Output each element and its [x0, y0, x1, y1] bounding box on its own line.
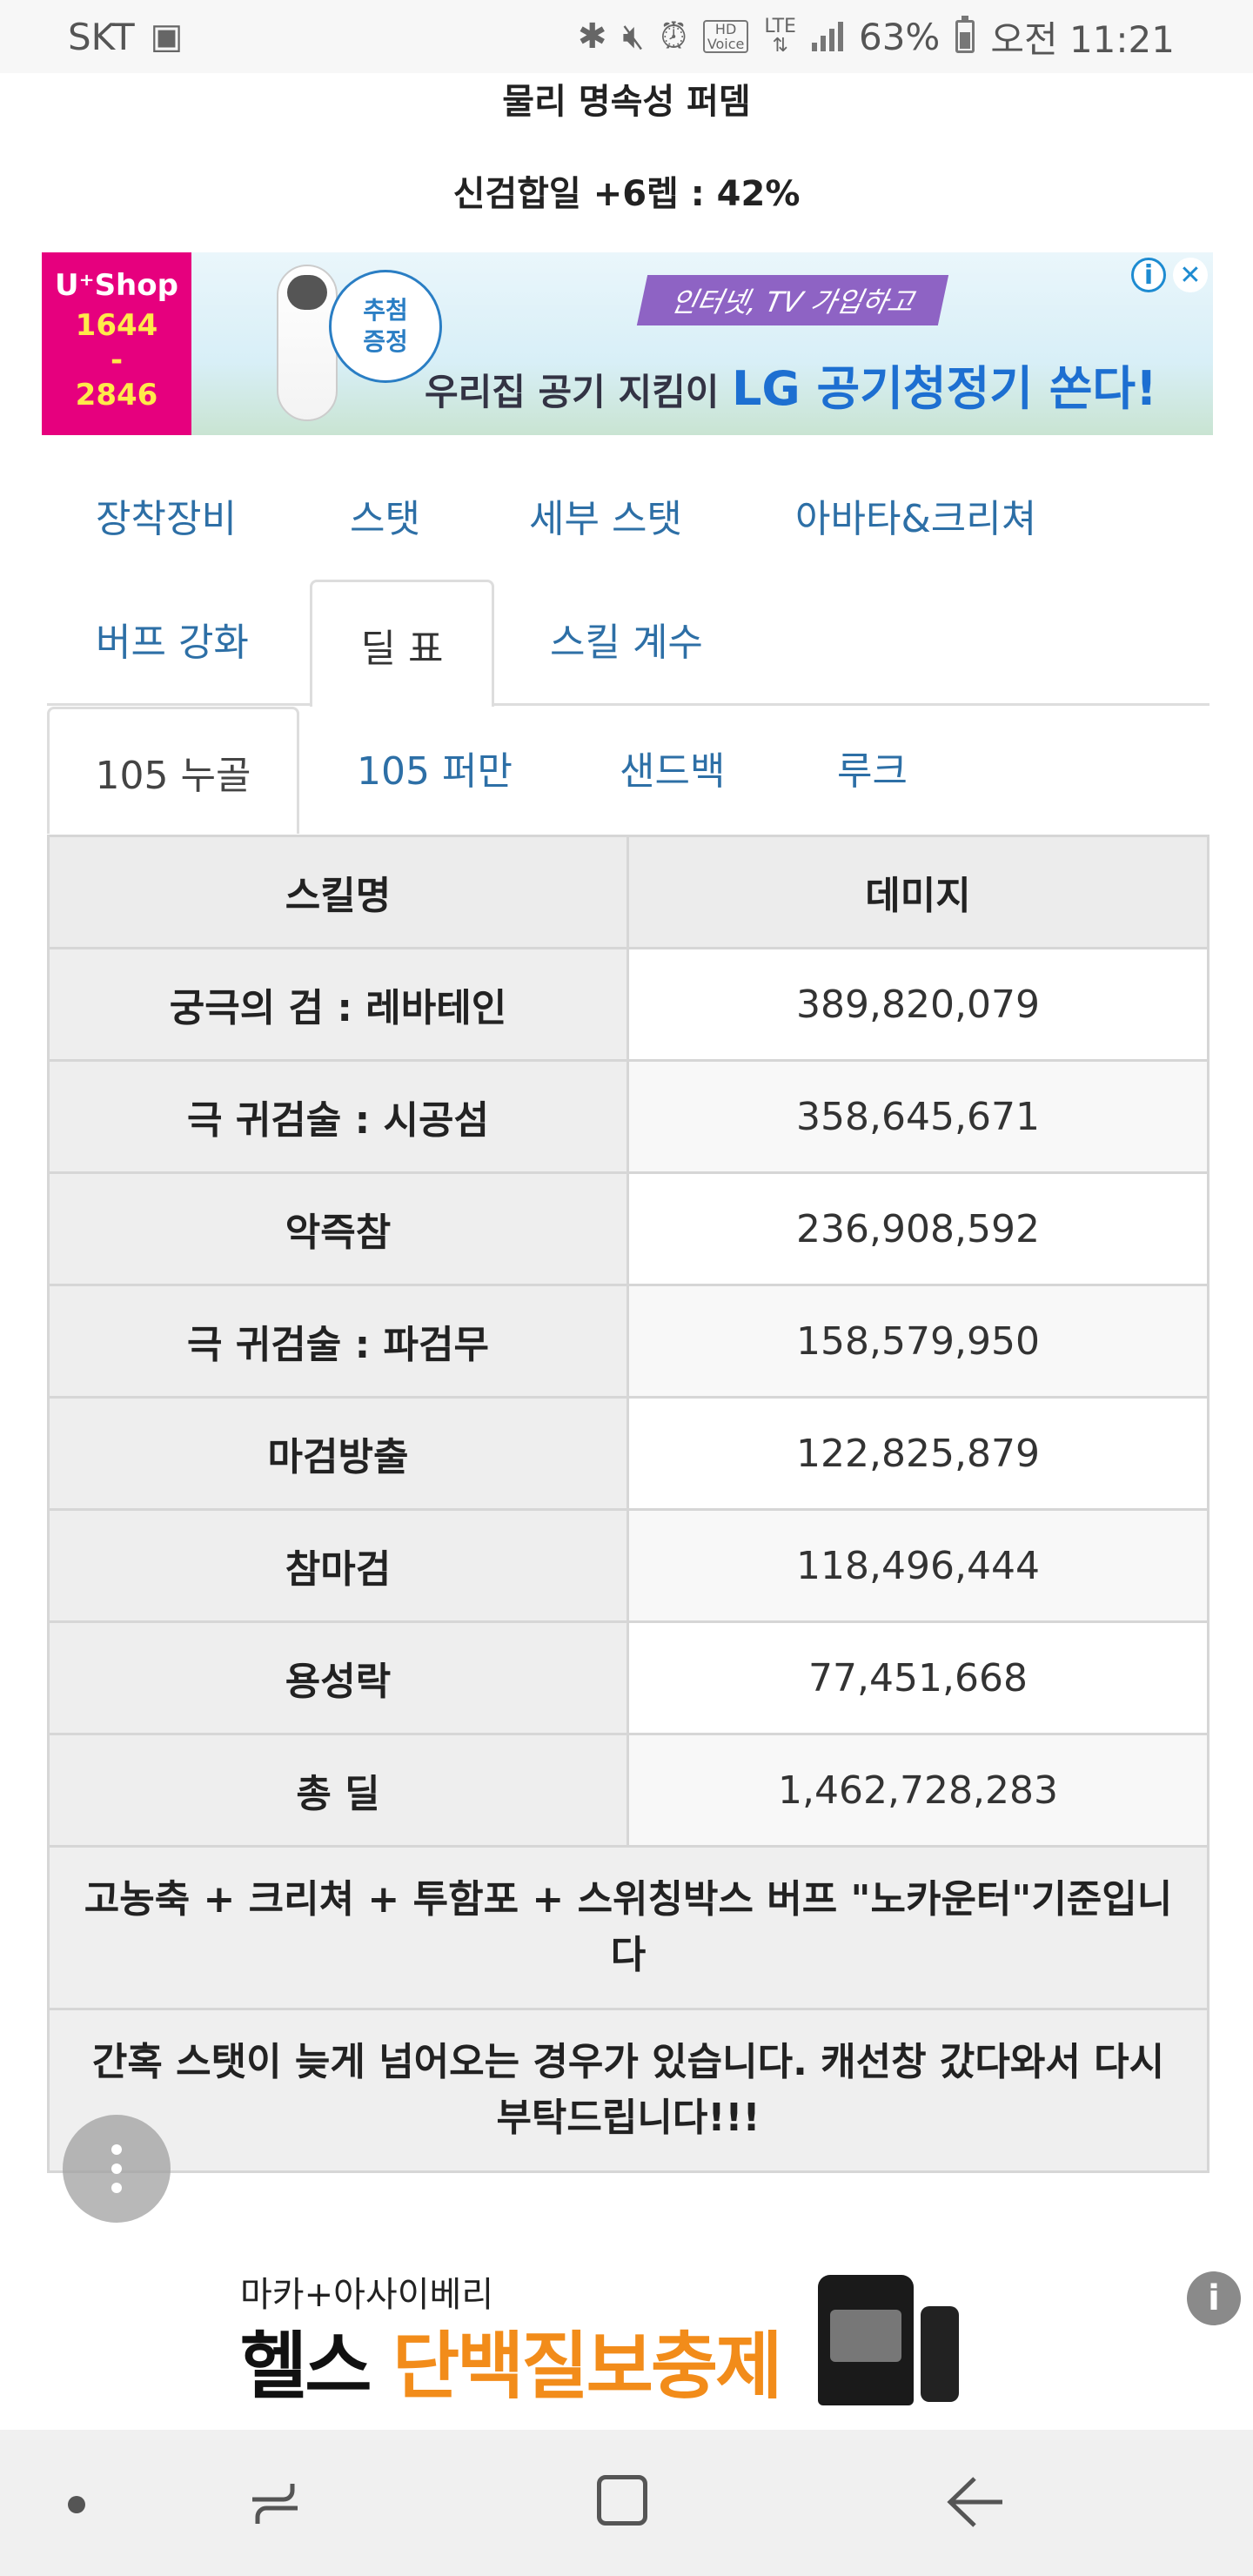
alarm-icon: ⏰︎ — [660, 17, 687, 57]
carrier-label: SKT — [68, 15, 135, 58]
damage-value: 236,908,592 — [626, 1171, 1209, 1286]
mute-icon: 🔇︎ — [622, 17, 645, 57]
bottom-ad-headline: 헬스 단백질보충제 — [240, 2308, 783, 2413]
damage-value: 1,462,728,283 — [626, 1733, 1209, 1848]
bottom-ad-headline-pre: 헬스 — [240, 2324, 392, 2409]
table-note-row: 간혹 스탯이 늦게 넘어오는 경우가 있습니다. 캐선창 갔다와서 다시 부탁드… — [47, 2008, 1209, 2173]
active-tab-gap — [312, 701, 492, 706]
ad-banner[interactable]: U⁺Shop 1644 - 2846 추첨 증정 인터넷, TV 가입하고 우리… — [42, 252, 1213, 435]
table-row: 마검방출 122,825,879 — [47, 1396, 1209, 1511]
air-purifier-image — [277, 265, 338, 421]
damage-value: 118,496,444 — [626, 1508, 1209, 1623]
more-options-button[interactable] — [63, 2115, 171, 2223]
skill-name: 궁극의 검 : 레바테인 — [47, 947, 629, 1062]
home-icon[interactable] — [597, 2475, 647, 2526]
tab-avatar-creature[interactable]: 아바타&크리쳐 — [795, 497, 1037, 541]
tab-buff-enhance[interactable]: 버프 강화 — [96, 621, 249, 665]
back-icon[interactable] — [945, 2473, 1006, 2531]
subtab-105-perman[interactable]: 105 퍼만 — [357, 749, 513, 794]
bottom-ad-banner[interactable]: 마카+아사이베리 헬스 단백질보충제 i — [0, 2254, 1253, 2428]
shaker-bottle-image — [921, 2306, 959, 2402]
table-note-buff-basis: 고농축 + 크리쳐 + 투함포 + 스위칭박스 버프 "노카운터"기준입니다 — [47, 1845, 1209, 2010]
damage-value: 77,451,668 — [626, 1620, 1209, 1735]
battery-percent: 63% — [858, 15, 941, 58]
subtab-105-nugol[interactable]: 105 누골 — [47, 707, 299, 834]
damage-value: 122,825,879 — [626, 1396, 1209, 1511]
bottom-ad-headline-highlight: 단백질보충제 — [392, 2324, 783, 2409]
battery-icon — [955, 16, 975, 53]
skill-name: 악즉참 — [47, 1171, 629, 1286]
table-row: 용성락 77,451,668 — [47, 1620, 1209, 1735]
table-row-total: 총 딜 1,462,728,283 — [47, 1733, 1209, 1848]
damage-value: 158,579,950 — [626, 1284, 1209, 1399]
more-vert-icon — [111, 2144, 122, 2155]
page-heading-1: 물리 명속성 퍼뎀 — [502, 82, 751, 122]
damage-table: 스킬명 데미지 궁극의 검 : 레바테인 389,820,079 극 귀검술 :… — [47, 835, 1209, 2173]
skill-name: 극 귀검술 : 시공섬 — [47, 1059, 629, 1174]
signal-icon — [811, 22, 843, 51]
ad-brand-phone: 1644 - 2846 — [75, 308, 158, 413]
protein-tub-image — [818, 2275, 914, 2405]
table-row: 악즉참 236,908,592 — [47, 1171, 1209, 1286]
table-note-stat-delay: 간혹 스탯이 늦게 넘어오는 경우가 있습니다. 캐선창 갔다와서 다시 부탁드… — [47, 2008, 1209, 2173]
table-row: 극 귀검술 : 시공섬 358,645,671 — [47, 1059, 1209, 1174]
image-icon: ▣ — [150, 17, 184, 57]
tab-stats[interactable]: 스탯 — [350, 497, 420, 541]
lte-icon: LTE ⇅ — [764, 16, 796, 57]
damage-value: 389,820,079 — [626, 947, 1209, 1062]
nav-dot-icon[interactable] — [68, 2496, 85, 2513]
ad-brand-name: U⁺Shop — [55, 268, 178, 303]
table-note-row: 고농축 + 크리쳐 + 투함포 + 스위칭박스 버프 "노카운터"기준입니다 — [47, 1845, 1209, 2010]
table-row: 궁극의 검 : 레바테인 389,820,079 — [47, 947, 1209, 1062]
skill-name: 극 귀검술 : 파검무 — [47, 1284, 629, 1399]
ad-brand-block: U⁺Shop 1644 - 2846 — [42, 252, 191, 435]
damage-value: 358,645,671 — [626, 1059, 1209, 1174]
ad-info-icon[interactable]: i — [1131, 258, 1166, 292]
hd-voice-icon: HD Voice — [702, 20, 749, 53]
status-bar: SKT ▣ ✱ 🔇︎ ⏰︎ HD Voice LTE ⇅ 63% 오전 11:21 — [0, 0, 1253, 73]
clock: 오전 11:21 — [990, 17, 1175, 61]
ad-headline: 우리집 공기 지킴이 LG 공기청정기 쏜다! — [425, 350, 1157, 419]
ad-headline-pre: 우리집 공기 지킴이 — [425, 371, 732, 413]
tab-deal-table[interactable]: 딜 표 — [310, 580, 494, 707]
tab-skill-coefficient[interactable]: 스킬 계수 — [550, 621, 703, 665]
ad-headline-highlight: LG 공기청정기 쏜다! — [732, 361, 1157, 416]
table-row: 극 귀검술 : 파검무 158,579,950 — [47, 1284, 1209, 1399]
column-header-skill: 스킬명 — [47, 835, 629, 949]
subtab-sandbag[interactable]: 샌드백 — [620, 749, 726, 794]
tab-equipment[interactable]: 장착장비 — [96, 497, 237, 541]
category-tabs-divider — [47, 703, 1209, 706]
skill-name: 용성락 — [47, 1620, 629, 1735]
system-nav-bar — [0, 2430, 1253, 2576]
ad-ribbon: 인터넷, TV 가입하고 — [636, 275, 949, 325]
skill-name: 마검방출 — [47, 1396, 629, 1511]
bottom-ad-subline: 마카+아사이베리 — [240, 2275, 494, 2315]
ad-info-icon[interactable]: i — [1187, 2271, 1241, 2325]
page-heading-2: 신검합일 +6렙 : 42% — [452, 174, 801, 214]
skill-name: 참마검 — [47, 1508, 629, 1623]
table-header-row: 스킬명 데미지 — [47, 835, 1209, 949]
table-row: 참마검 118,496,444 — [47, 1508, 1209, 1623]
bluetooth-icon: ✱ — [577, 17, 607, 57]
column-header-damage: 데미지 — [626, 835, 1209, 949]
tab-detail-stats[interactable]: 세부 스탯 — [529, 497, 682, 541]
skill-name: 총 딜 — [47, 1733, 629, 1848]
subtab-luke[interactable]: 루크 — [837, 749, 908, 794]
category-tabs: 장착장비 스탯 세부 스탯 아바타&크리쳐 버프 강화 딜 표 스킬 계수 — [47, 453, 1209, 707]
ad-close-icon[interactable]: ✕ — [1173, 258, 1208, 292]
recent-apps-icon[interactable] — [249, 2479, 301, 2527]
ad-controls: i ✕ — [1131, 258, 1208, 292]
ad-badge: 추첨 증정 — [329, 270, 442, 383]
